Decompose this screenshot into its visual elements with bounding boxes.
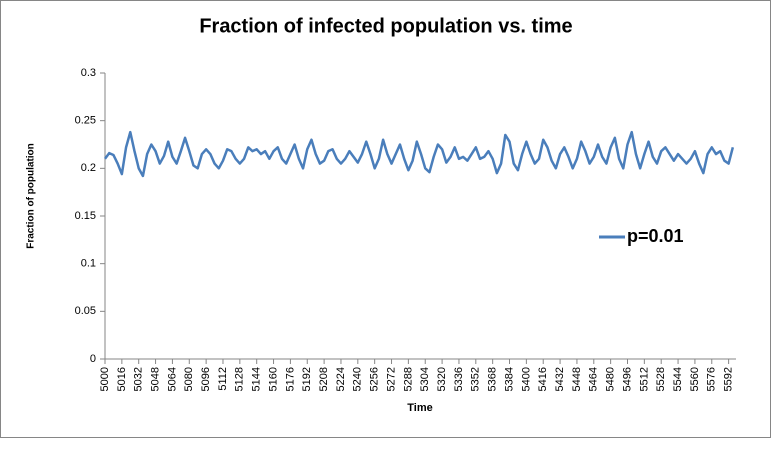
x-tick-label: 5000 — [99, 367, 111, 391]
x-tick-label: 5368 — [487, 367, 499, 391]
y-tick-label: 0.15 — [75, 210, 96, 222]
x-tick-label: 5064 — [166, 367, 178, 391]
x-tick-label: 5096 — [200, 367, 212, 391]
y-tick-label: 0 — [90, 353, 96, 365]
x-tick-label: 5320 — [436, 367, 448, 391]
x-tick-label: 5416 — [537, 367, 549, 391]
y-axis-title: Fraction of population — [26, 143, 37, 249]
y-tick-label: 0.05 — [75, 305, 96, 317]
x-tick-label: 5512 — [638, 367, 650, 391]
x-tick-label: 5560 — [689, 367, 701, 391]
y-tick-label: 0.1 — [81, 258, 96, 270]
x-tick-label: 5048 — [149, 367, 161, 391]
x-tick-label: 5208 — [318, 367, 330, 391]
y-tick-label: 0.2 — [81, 162, 96, 174]
x-axis-title: Time — [407, 402, 432, 414]
x-tick-label: 5448 — [571, 367, 583, 391]
x-tick-label: 5016 — [116, 367, 128, 391]
x-tick-label: 5144 — [251, 367, 263, 391]
x-tick-label: 5256 — [369, 367, 381, 391]
x-tick-label: 5400 — [520, 367, 532, 391]
x-tick-label: 5032 — [133, 367, 145, 391]
x-tick-label: 5192 — [301, 367, 313, 391]
x-tick-label: 5592 — [723, 367, 735, 391]
x-tick-label: 5352 — [470, 367, 482, 391]
data-line — [103, 130, 735, 178]
x-tick-label: 5160 — [267, 367, 279, 391]
x-tick-label: 5480 — [605, 367, 617, 391]
x-tick-label: 5112 — [217, 367, 229, 391]
legend-label: p=0.01 — [627, 226, 684, 246]
x-tick-label: 5288 — [402, 367, 414, 391]
x-tick-label: 5080 — [183, 367, 195, 391]
x-tick-label: 5528 — [655, 367, 667, 391]
x-tick-label: 5544 — [672, 367, 684, 391]
x-tick-label: 5496 — [621, 367, 633, 391]
y-tick-label: 0.3 — [81, 67, 96, 79]
x-tick-label: 5384 — [503, 367, 515, 391]
x-tick-label: 5432 — [554, 367, 566, 391]
chart-title: Fraction of infected population vs. time — [199, 15, 572, 37]
x-tick-label: 5240 — [352, 367, 364, 391]
x-tick-label: 5576 — [706, 367, 718, 391]
y-tick-label: 0.25 — [75, 115, 96, 127]
x-tick-label: 5336 — [453, 367, 465, 391]
x-tick-label: 5176 — [284, 367, 296, 391]
chart-border — [0, 0, 771, 438]
x-tick-label: 5304 — [419, 367, 431, 391]
x-tick-label: 5272 — [385, 367, 397, 391]
x-tick-label: 5464 — [588, 367, 600, 391]
x-tick-label: 5128 — [234, 367, 246, 391]
x-tick-label: 5224 — [335, 367, 347, 391]
